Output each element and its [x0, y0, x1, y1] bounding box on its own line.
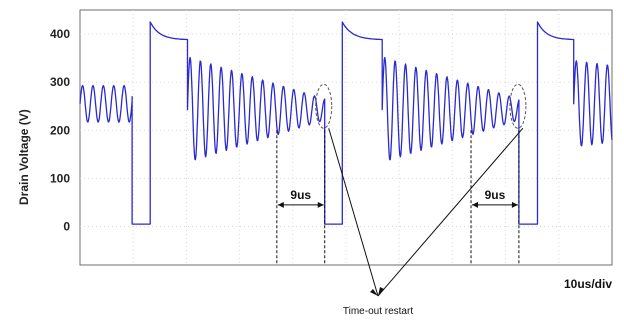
interval-label: 9us: [290, 188, 311, 202]
interval-label-bg: [477, 186, 512, 203]
y-tick-label: 0: [63, 220, 70, 234]
callout-arrowheads: [370, 287, 384, 296]
drain-voltage-trace: [79, 21, 613, 225]
callout-ellipse: [509, 83, 527, 129]
y-tick-labels: 0 100 200 300 400: [50, 27, 70, 233]
callout-arrow: [377, 127, 524, 297]
interval-label: 9us: [485, 188, 506, 202]
interval-annotations: 9us 9us: [276, 130, 520, 265]
series-line: [79, 21, 613, 225]
time-out-callout: Time-out restart: [315, 83, 527, 317]
callout-label: Time-out restart: [343, 306, 413, 317]
x-axis-label: 10us/div: [564, 277, 612, 291]
callout-ellipse: [315, 83, 333, 129]
y-tick-label: 200: [50, 123, 70, 137]
callout-arrow: [328, 128, 379, 297]
y-tick-label: 300: [50, 75, 70, 89]
y-axis-label: Drain Voltage (V): [17, 109, 31, 205]
y-tick-label: 400: [50, 27, 70, 41]
interval-label-bg: [283, 186, 318, 203]
grid: [80, 10, 612, 265]
y-tick-label: 100: [50, 171, 70, 185]
